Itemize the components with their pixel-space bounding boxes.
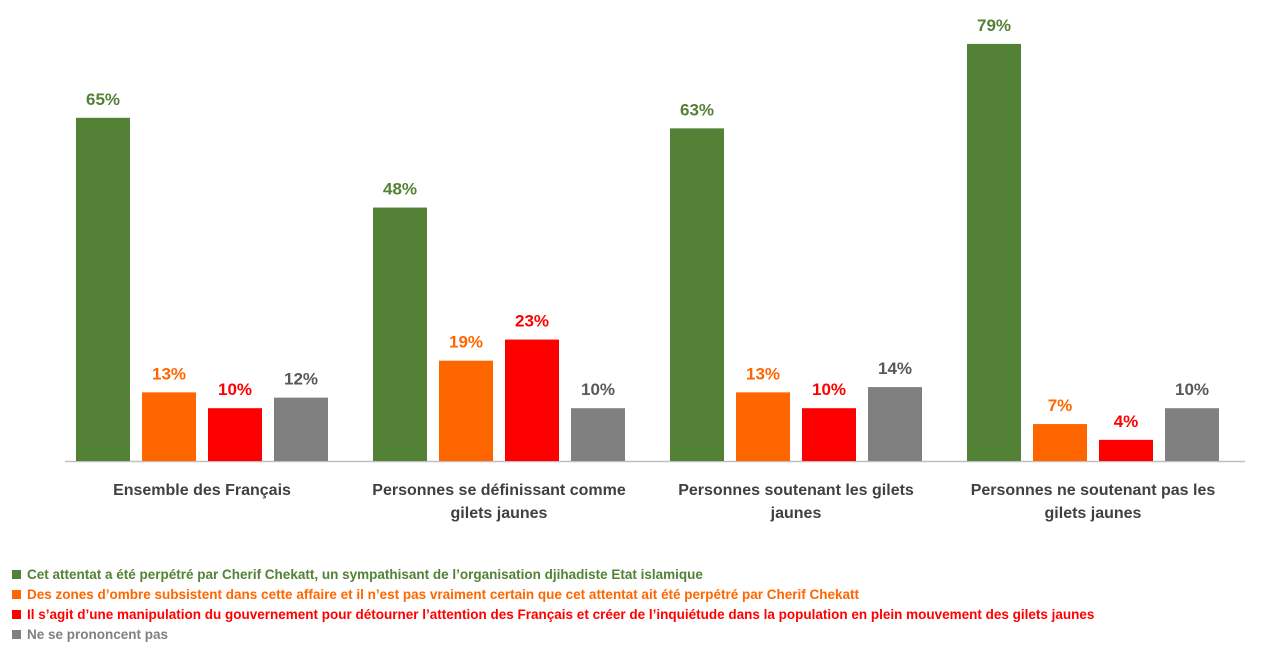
bar [868, 387, 922, 461]
category-label: Personnes ne soutenant pas les gilets ja… [970, 482, 1216, 522]
bar [1033, 424, 1087, 461]
bar [1099, 439, 1153, 461]
value-label: 10% [812, 380, 846, 399]
legend-text: Il s’agit d’une manipulation du gouverne… [27, 607, 1095, 622]
legend-item: Cet attentat a été perpétré par Cherif C… [12, 565, 1094, 585]
bar [571, 408, 625, 461]
legend-item: Ne se prononcent pas [12, 625, 1094, 645]
legend: Cet attentat a été perpétré par Cherif C… [12, 565, 1094, 645]
category-label: Personnes soutenant les gilets jaunes [678, 482, 914, 522]
bar [142, 392, 196, 461]
bar [736, 392, 790, 461]
legend-text: Cet attentat a été perpétré par Cherif C… [27, 567, 703, 582]
bar [505, 339, 559, 461]
value-label: 10% [218, 380, 252, 399]
category-label: Personnes se définissant comme gilets ja… [372, 482, 626, 522]
bar [373, 207, 427, 461]
bar [208, 408, 262, 461]
legend-item: Des zones d’ombre subsistent dans cette … [12, 585, 1094, 605]
value-label: 7% [1048, 396, 1073, 415]
chart: 65% 48% 63% 79% 13% 19% 13% 7% 10% 23% 10% 4% 12% 10%… [65, 16, 1245, 463]
value-label: 48% [383, 180, 417, 199]
legend-swatch [12, 590, 21, 599]
value-label: 10% [581, 380, 615, 399]
legend-swatch [12, 630, 21, 639]
value-label: 79% [977, 16, 1011, 35]
value-label: 65% [86, 90, 120, 109]
legend-swatch [12, 570, 21, 579]
value-label: 23% [515, 312, 549, 331]
bar [802, 408, 856, 461]
value-label: 4% [1114, 412, 1139, 431]
value-label: 12% [284, 370, 318, 389]
bar [274, 397, 328, 461]
value-label: 13% [152, 364, 186, 383]
legend-text: Ne se prononcent pas [27, 627, 169, 642]
legend-swatch [12, 610, 21, 619]
bar [76, 117, 130, 462]
bar [670, 128, 724, 462]
bar [439, 360, 493, 461]
bar [967, 43, 1021, 461]
value-label: 10% [1175, 380, 1209, 399]
value-label: 63% [680, 100, 714, 119]
legend-text: Des zones d’ombre subsistent dans cette … [27, 587, 859, 602]
bar [1165, 408, 1219, 461]
legend-item: Il s’agit d’une manipulation du gouverne… [12, 605, 1094, 625]
value-label: 14% [878, 359, 912, 378]
value-label: 19% [449, 333, 483, 352]
value-label: 13% [746, 364, 780, 383]
category-label: Ensemble des Français [113, 482, 291, 499]
